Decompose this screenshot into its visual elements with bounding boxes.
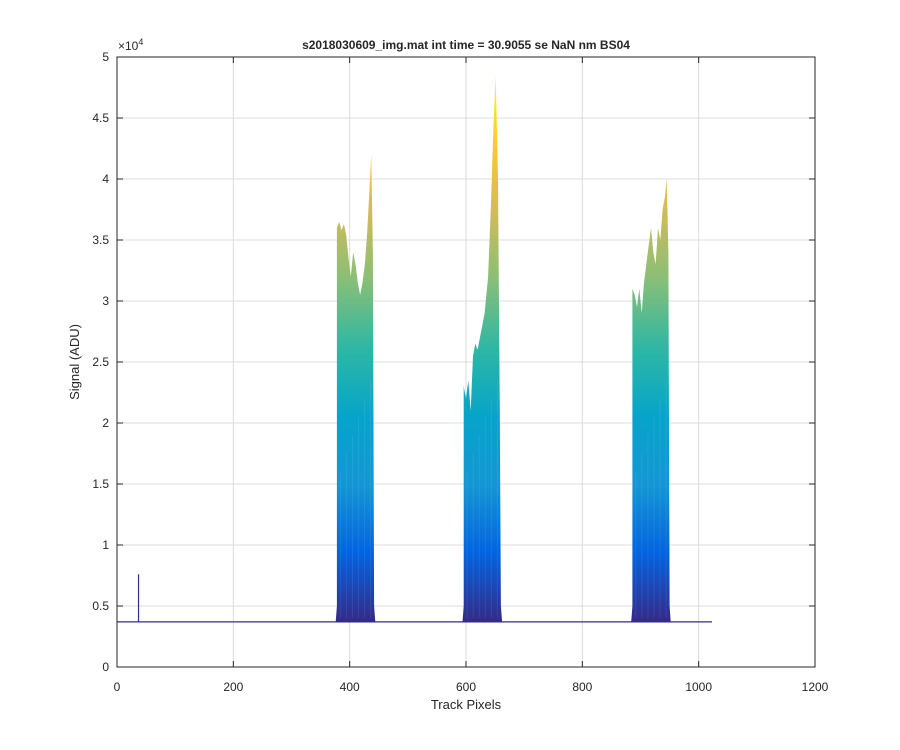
y-tick-label: 1.5 — [92, 477, 109, 491]
x-tick-label: 800 — [572, 680, 592, 694]
peak-area-3 — [631, 179, 671, 622]
chart-title: s2018030609_img.mat int time = 30.9055 s… — [302, 38, 630, 52]
x-tick-label: 200 — [223, 680, 243, 694]
x-tick-label: 400 — [340, 680, 360, 694]
y-tick-label: 2.5 — [92, 355, 109, 369]
y-axis-exponent: ×104 — [118, 37, 143, 53]
y-tick-label: 5 — [102, 50, 109, 64]
tick-labels: 0 200 400 600 800 1000 1200 0 0.5 1 1.5 2 2.5 3 3.5 4 4.… — [92, 50, 828, 694]
peak-area-2 — [462, 75, 503, 622]
y-tick-label: 1 — [102, 538, 109, 552]
y-tick-label: 3.5 — [92, 233, 109, 247]
data-series — [117, 75, 713, 623]
y-tick-label: 0.5 — [92, 599, 109, 613]
y-tick-label: 2 — [102, 416, 109, 430]
x-tick-label: 1000 — [685, 680, 712, 694]
x-axis-label: Track Pixels — [431, 697, 502, 712]
y-tick-label: 3 — [102, 294, 109, 308]
y-tick-label: 4 — [102, 172, 109, 186]
y-axis-label: Signal (ADU) — [67, 324, 82, 400]
x-tick-label: 600 — [456, 680, 476, 694]
y-tick-label: 4.5 — [92, 111, 109, 125]
x-tick-label: 0 — [114, 680, 121, 694]
x-tick-label: 1200 — [802, 680, 829, 694]
axes — [116, 56, 816, 668]
y-tick-label: 0 — [102, 660, 109, 674]
peak-area-1 — [335, 154, 376, 622]
